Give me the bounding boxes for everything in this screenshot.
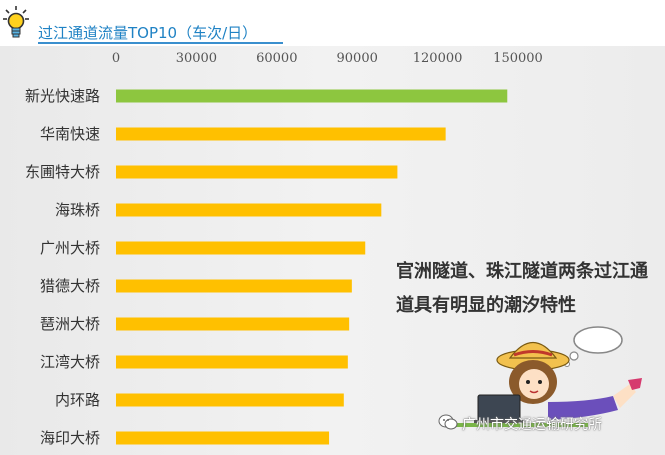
category-label: 东圃特大桥	[25, 163, 100, 181]
bar-chart: 0 30000 60000 90000 120000 150000 新光快速路华南快速东圃特…	[25, 51, 543, 447]
bar	[116, 127, 446, 141]
category-label: 新光快速路	[25, 87, 100, 105]
category-label: 猎德大桥	[40, 277, 100, 295]
category-label: 广州大桥	[40, 239, 100, 257]
bar	[116, 317, 350, 331]
x-tick-label: 90000	[337, 51, 378, 66]
wechat-icon	[438, 414, 458, 430]
annotation-text: 官洲隧道、珠江隧道两条过江通道具有明显的潮汐特性	[396, 261, 648, 316]
x-tick-label: 150000	[493, 51, 543, 66]
category-label: 江湾大桥	[40, 353, 100, 371]
bar	[116, 241, 366, 255]
bar	[116, 165, 398, 179]
bar	[116, 89, 508, 103]
category-label: 海珠桥	[55, 201, 100, 219]
lightbulb-icon	[3, 6, 29, 38]
chart-title: 过江通道流量TOP10（车次/日）	[38, 24, 258, 42]
title-underline	[38, 42, 283, 44]
bar	[116, 279, 352, 293]
category-label: 琶洲大桥	[40, 315, 100, 333]
bar	[116, 431, 330, 445]
header: 过江通道流量TOP10（车次/日）	[0, 0, 665, 46]
x-tick-label: 30000	[176, 51, 217, 66]
x-tick-label: 60000	[256, 51, 297, 66]
girl-with-laptop-illustration	[448, 326, 642, 427]
bar	[116, 393, 344, 407]
category-label: 内环路	[55, 391, 100, 409]
bar	[116, 203, 382, 217]
category-label: 华南快速	[40, 125, 100, 143]
x-tick-label: 120000	[413, 51, 463, 66]
watermark-text: 广州市交通运输研究所	[462, 417, 602, 433]
bar	[116, 355, 348, 369]
x-tick-label: 0	[112, 51, 120, 66]
category-label: 海印大桥	[40, 429, 100, 447]
